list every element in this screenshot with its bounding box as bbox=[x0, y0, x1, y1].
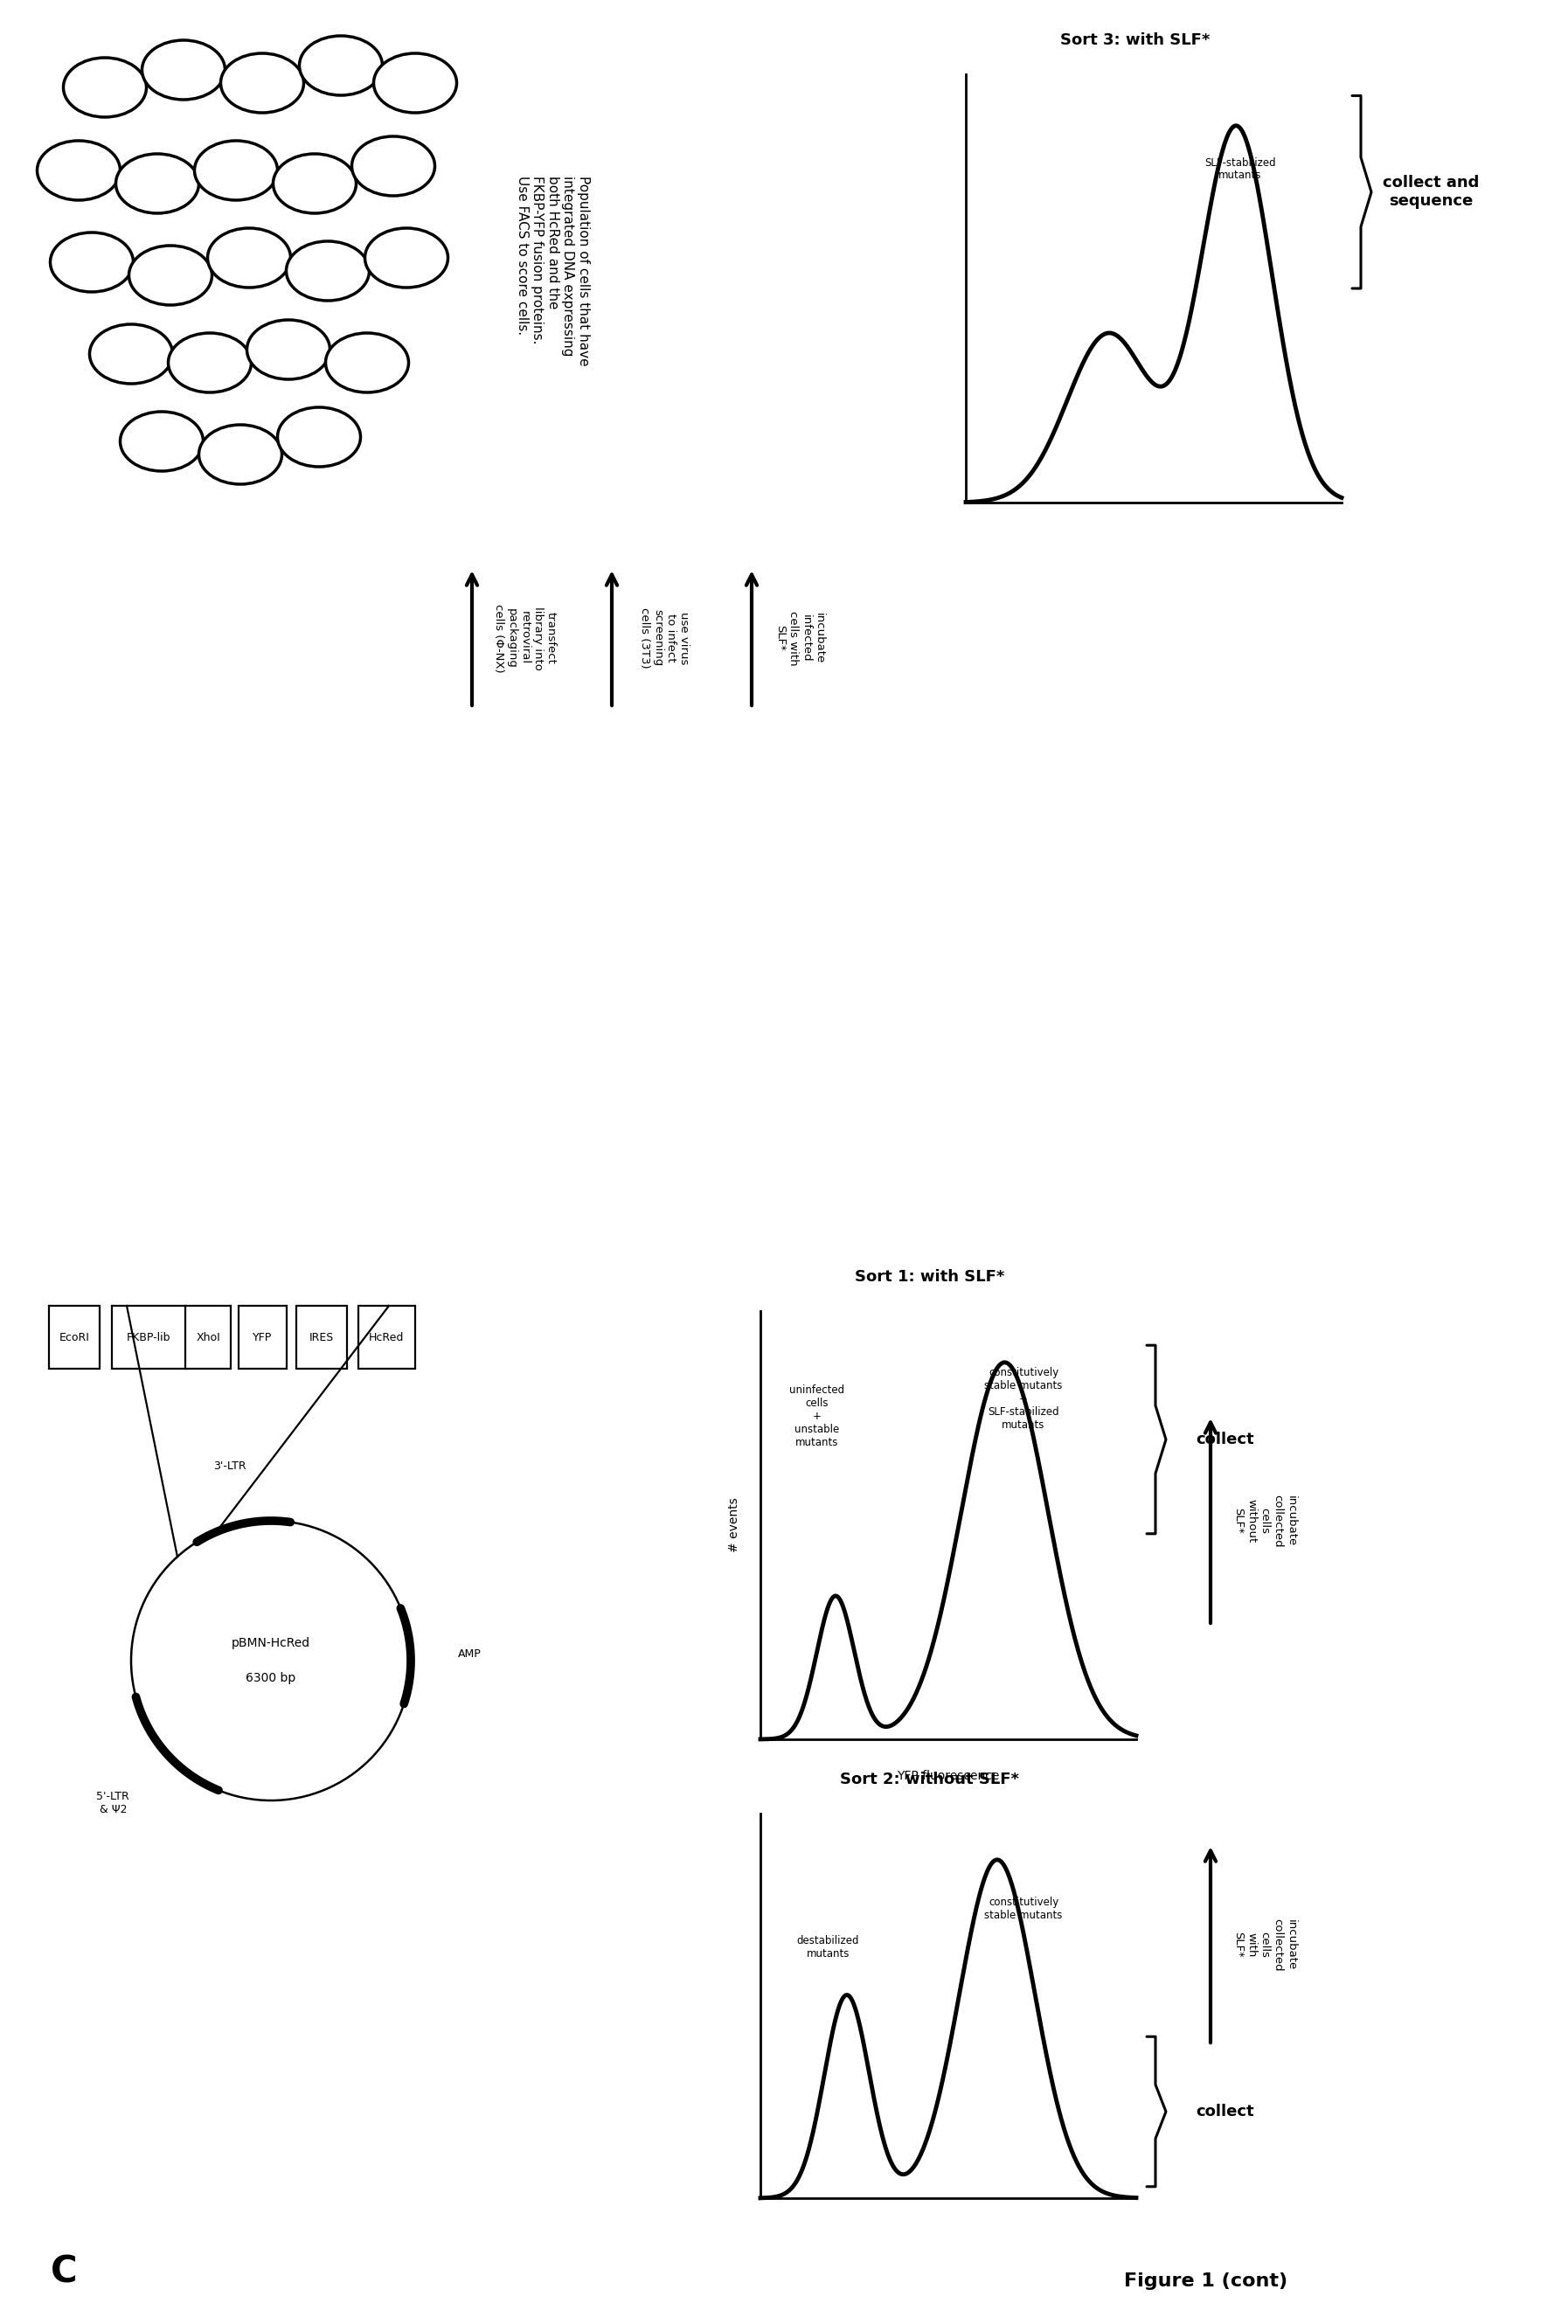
Text: destabilized
mutants: destabilized mutants bbox=[797, 1936, 859, 1959]
Text: Sort 1: with SLF*: Sort 1: with SLF* bbox=[855, 1269, 1005, 1285]
Text: HcRed: HcRed bbox=[368, 1332, 405, 1343]
Bar bbox=[296, 1306, 347, 1369]
Text: YFP: YFP bbox=[252, 1332, 271, 1343]
Ellipse shape bbox=[168, 332, 251, 393]
Text: collect: collect bbox=[1196, 2103, 1254, 2119]
Ellipse shape bbox=[351, 137, 434, 195]
Bar bbox=[111, 1306, 185, 1369]
Text: Sort 2: without SLF*: Sort 2: without SLF* bbox=[840, 1771, 1019, 1787]
Ellipse shape bbox=[278, 407, 361, 467]
Bar bbox=[49, 1306, 100, 1369]
Text: Population of cells that have
integrated DNA expressing
both HcRed and the
FKBP-: Population of cells that have integrated… bbox=[516, 177, 590, 367]
Text: IRES: IRES bbox=[309, 1332, 334, 1343]
Ellipse shape bbox=[246, 321, 329, 379]
Bar bbox=[238, 1306, 287, 1369]
Text: collect: collect bbox=[1196, 1432, 1254, 1448]
Ellipse shape bbox=[365, 228, 448, 288]
Text: AMP: AMP bbox=[458, 1648, 481, 1659]
Text: incubate
collected
cells
with
SLF*: incubate collected cells with SLF* bbox=[1232, 1917, 1297, 1971]
Text: Sort 3: with SLF*: Sort 3: with SLF* bbox=[1060, 33, 1210, 49]
Text: 5'-LTR
& Ψ2: 5'-LTR & Ψ2 bbox=[97, 1789, 130, 1815]
Text: transfect
library into
retroviral
packaging
cells (Φ-NX): transfect library into retroviral packag… bbox=[492, 604, 557, 672]
Ellipse shape bbox=[194, 142, 278, 200]
Text: SLF-stabilized
mutants: SLF-stabilized mutants bbox=[1204, 158, 1276, 181]
Text: pBMN-HcRed: pBMN-HcRed bbox=[232, 1636, 310, 1650]
Ellipse shape bbox=[287, 242, 370, 300]
Ellipse shape bbox=[121, 411, 204, 472]
Text: constitutively
stable mutants: constitutively stable mutants bbox=[985, 1896, 1063, 1922]
Text: EcoRI: EcoRI bbox=[60, 1332, 89, 1343]
Text: incubate
collected
cells
without
SLF*: incubate collected cells without SLF* bbox=[1232, 1494, 1297, 1548]
Ellipse shape bbox=[299, 35, 383, 95]
Ellipse shape bbox=[373, 53, 456, 114]
Text: FKBP-lib: FKBP-lib bbox=[127, 1332, 171, 1343]
Text: incubate
infected
cells with
SLF*: incubate infected cells with SLF* bbox=[775, 611, 825, 665]
Text: uninfected
cells
+
unstable
mutants: uninfected cells + unstable mutants bbox=[789, 1385, 844, 1448]
Ellipse shape bbox=[221, 53, 304, 114]
Text: YFP fluorescence: YFP fluorescence bbox=[897, 1771, 1000, 1783]
Ellipse shape bbox=[38, 142, 121, 200]
Ellipse shape bbox=[50, 232, 133, 293]
Ellipse shape bbox=[207, 228, 290, 288]
Text: collect and
sequence: collect and sequence bbox=[1383, 174, 1479, 209]
Ellipse shape bbox=[143, 40, 226, 100]
Text: XhoI: XhoI bbox=[196, 1332, 220, 1343]
Bar bbox=[358, 1306, 414, 1369]
Ellipse shape bbox=[89, 325, 172, 383]
Ellipse shape bbox=[199, 425, 282, 483]
Ellipse shape bbox=[273, 153, 356, 214]
Text: 6300 bp: 6300 bp bbox=[246, 1671, 296, 1685]
Text: use virus
to infect
screening
cells (3T3): use virus to infect screening cells (3T3… bbox=[638, 607, 690, 669]
Text: Figure 1 (cont): Figure 1 (cont) bbox=[1124, 2273, 1287, 2289]
Text: constitutively
stable mutants
+
SLF-stabilized
mutants: constitutively stable mutants + SLF-stab… bbox=[985, 1367, 1063, 1432]
Text: 3'-LTR: 3'-LTR bbox=[213, 1462, 246, 1471]
Ellipse shape bbox=[63, 58, 146, 116]
Text: # events: # events bbox=[728, 1497, 740, 1552]
Ellipse shape bbox=[129, 246, 212, 304]
Ellipse shape bbox=[326, 332, 409, 393]
Bar bbox=[185, 1306, 230, 1369]
Ellipse shape bbox=[116, 153, 199, 214]
Text: C: C bbox=[50, 2254, 77, 2291]
